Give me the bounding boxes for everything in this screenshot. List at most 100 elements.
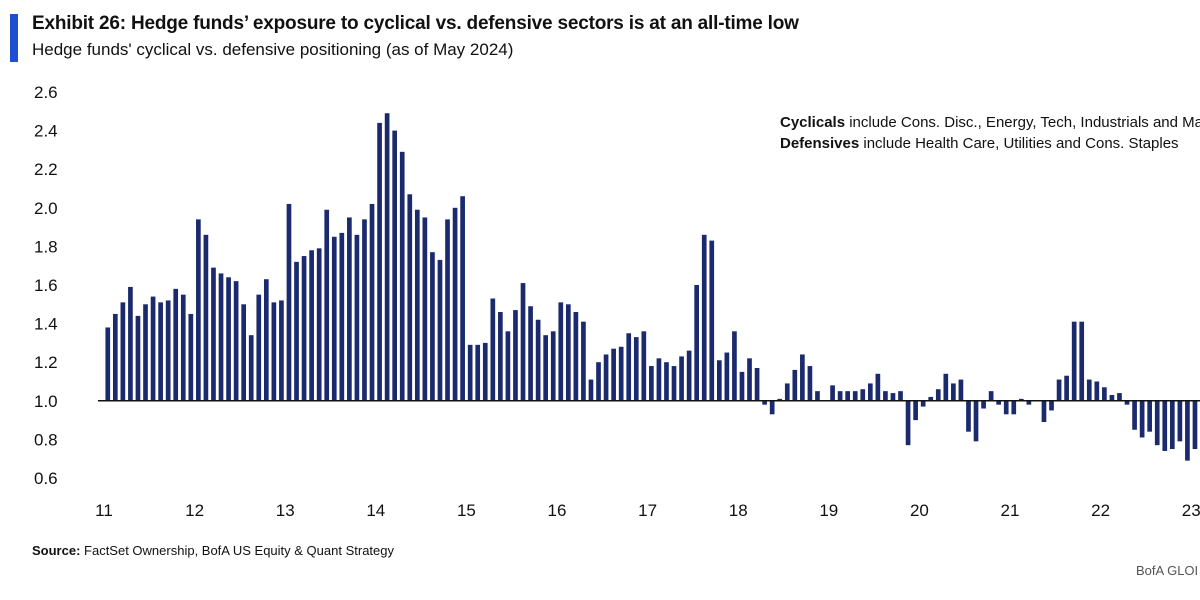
x-tick-label: 17 <box>638 501 657 520</box>
y-tick-label: 1.6 <box>34 276 58 295</box>
bar <box>1064 375 1069 401</box>
bar <box>128 286 133 401</box>
y-tick-label: 1.4 <box>34 315 58 334</box>
bar <box>112 313 118 401</box>
bar <box>1154 400 1160 446</box>
chart-subtitle: Hedge funds' cyclical vs. defensive posi… <box>32 40 514 59</box>
bar <box>1079 321 1085 401</box>
note-cyclicals-label: Cyclicals <box>780 114 846 131</box>
bar <box>1139 400 1145 438</box>
bar <box>196 219 201 401</box>
bar <box>211 267 216 401</box>
bar <box>422 217 428 401</box>
bar <box>331 236 337 401</box>
bar <box>294 261 299 401</box>
bar <box>943 373 949 401</box>
bar <box>241 304 247 401</box>
bar <box>1192 400 1198 450</box>
note-line-defensives: Defensives include Health Care, Utilitie… <box>780 133 1200 154</box>
y-tick-label: 2.4 <box>34 122 58 141</box>
bar <box>724 352 730 401</box>
bar <box>792 369 798 401</box>
bar <box>784 383 790 401</box>
bar-chart: 0.6 0.8 1.0 1.2 1.4 1.6 1.8 2.0 2.2 2.4 2.6 11 12 13… <box>34 83 1200 520</box>
bar <box>618 346 624 401</box>
bar <box>626 333 632 401</box>
bar <box>777 398 783 401</box>
bar <box>558 302 564 401</box>
bar <box>188 313 194 401</box>
bar <box>180 294 186 401</box>
bar <box>581 321 586 401</box>
bar <box>143 304 148 401</box>
bar <box>460 196 465 401</box>
bar <box>550 331 556 401</box>
chart-title: Exhibit 26: Hedge funds’ exposure to cyc… <box>32 13 799 34</box>
bar <box>739 371 745 401</box>
bars <box>105 113 1198 461</box>
y-tick-label: 2.0 <box>34 199 58 218</box>
bar <box>769 400 775 415</box>
x-tick-label: 19 <box>819 501 838 520</box>
bar <box>815 391 820 401</box>
x-tick-label: 13 <box>276 501 295 520</box>
bar <box>513 310 518 401</box>
bar <box>754 367 760 401</box>
bar <box>414 209 420 401</box>
bar <box>482 342 488 401</box>
bar <box>347 217 352 401</box>
bar <box>981 400 986 409</box>
bar <box>271 302 277 401</box>
x-tick-label: 16 <box>548 501 567 520</box>
bar <box>520 283 526 401</box>
x-tick-label: 20 <box>910 501 929 520</box>
bar <box>165 300 171 401</box>
x-axis: 11 12 13 14 15 16 17 18 19 20 21 22 23 <box>95 501 1200 520</box>
bar <box>1086 379 1092 401</box>
bar <box>384 113 390 401</box>
bar <box>452 207 458 401</box>
bar <box>1026 400 1032 405</box>
bar <box>641 331 647 401</box>
bar <box>505 331 511 401</box>
y-tick-label: 2.2 <box>34 160 58 179</box>
y-tick-label: 1.8 <box>34 237 58 256</box>
y-tick-label: 1.0 <box>34 392 58 411</box>
bar <box>1185 400 1190 461</box>
bar <box>935 389 941 401</box>
y-tick-label: 1.2 <box>34 353 58 372</box>
bar <box>573 312 579 401</box>
bar <box>233 281 239 401</box>
bar <box>951 383 956 401</box>
bar <box>747 358 752 401</box>
x-tick-label: 22 <box>1091 501 1110 520</box>
bar <box>1132 400 1137 430</box>
bar <box>407 194 413 401</box>
bar <box>1102 387 1107 401</box>
bar <box>1147 400 1153 432</box>
bar <box>1011 400 1017 415</box>
accent-bar <box>10 14 18 62</box>
note-defensives-text: include Health Care, Utilities and Cons.… <box>859 135 1179 152</box>
bar <box>105 327 111 401</box>
bar <box>286 203 292 401</box>
bar <box>150 296 156 401</box>
bar <box>920 400 926 407</box>
bar <box>988 391 994 401</box>
bar <box>316 248 322 401</box>
bar <box>958 379 964 401</box>
bar <box>1177 400 1183 442</box>
source-label: Source: <box>32 543 81 558</box>
bar <box>928 396 934 401</box>
y-tick-label: 0.6 <box>34 469 58 488</box>
bar <box>860 389 866 401</box>
bar <box>392 130 398 401</box>
bar <box>324 209 330 401</box>
y-axis: 0.6 0.8 1.0 1.2 1.4 1.6 1.8 2.0 2.2 2.4 2.6 <box>34 83 58 488</box>
bar <box>1169 400 1175 450</box>
bar <box>173 288 179 401</box>
bar <box>528 306 533 401</box>
bar <box>701 234 707 401</box>
bar <box>218 273 224 401</box>
x-tick-label: 21 <box>1001 501 1020 520</box>
